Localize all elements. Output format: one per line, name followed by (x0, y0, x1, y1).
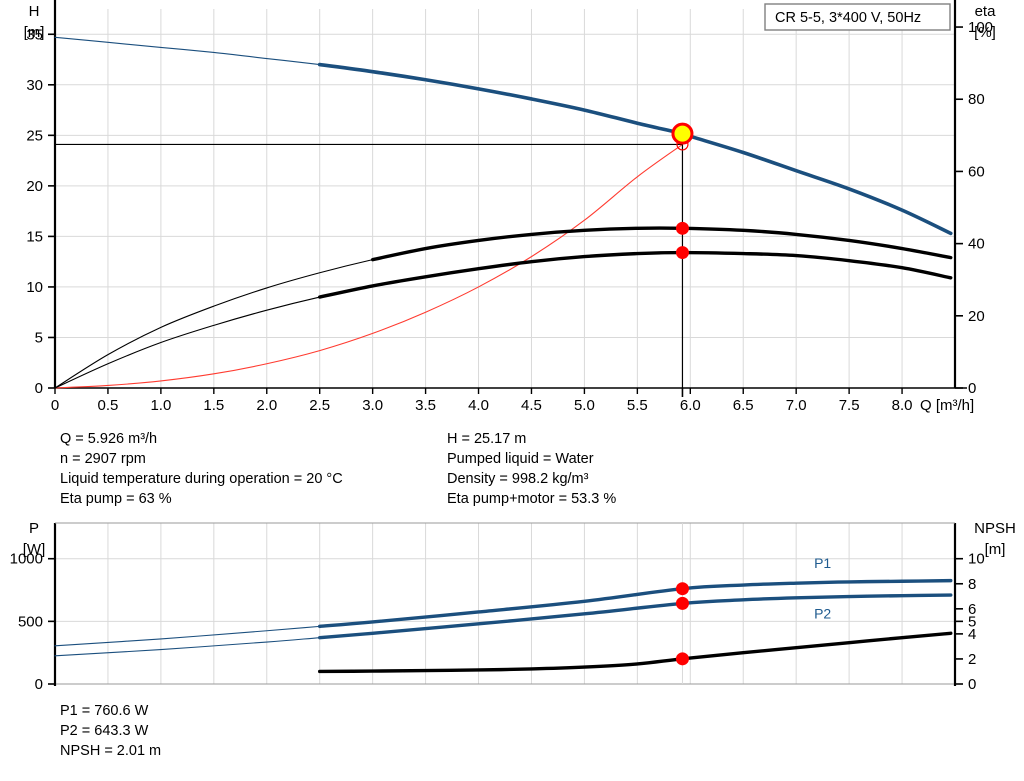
y-tick-label-left: 0 (35, 676, 43, 693)
y-tick-label-left: 0 (35, 380, 43, 397)
y-tick-label-left: 500 (18, 613, 43, 630)
info-left-line-1: Q = 5.926 m³/h (60, 431, 158, 447)
curve-thick-blue (317, 62, 953, 236)
info-bottom-line-3: NPSH = 2.01 m (60, 743, 162, 759)
x-tick-label: 8.0 (892, 397, 913, 414)
x-tick-label: 2.0 (256, 397, 277, 414)
duty-point-marker-npsh[interactable] (675, 652, 689, 666)
duty-point-info-left: Q = 5.926 m³/h n = 2907 rpm Liquid tempe… (60, 429, 343, 509)
x-tick-label: 4.0 (468, 397, 489, 414)
duty-point-marker-black-curve[interactable] (675, 221, 689, 235)
curve-thin-black (54, 252, 952, 389)
info-left-line-2: n = 2907 rpm (60, 451, 146, 467)
title-box-label: CR 5-5, 3*400 V, 50Hz (775, 10, 921, 26)
y-tick-label-right: 40 (968, 236, 985, 253)
lower-ticks: 0 500 1000 0 2 456 8 10 (10, 551, 985, 693)
y-tick-label-left: 15 (26, 228, 43, 245)
curve-label-p2: P2 (814, 606, 831, 622)
y-tick-label-right: 100 (968, 19, 993, 36)
y-axis-title-npsh: NPSH (974, 520, 1016, 537)
y-tick-label-left: 25 (26, 127, 43, 144)
y-tick-label-right: 60 (968, 163, 985, 180)
x-tick-label: 0.5 (98, 397, 119, 414)
x-tick-label: 7.5 (839, 397, 860, 414)
x-axis-title-q: Q [m³/h] (920, 397, 974, 414)
y-axis-unit-npsh: [m] (985, 541, 1006, 558)
y-tick-label-right: 6 (968, 601, 976, 618)
curve-thick-p2 (318, 593, 953, 640)
y-axis-title-h: H (29, 3, 40, 20)
title-box-frame (764, 3, 951, 31)
x-tick-label: 6.5 (733, 397, 754, 414)
y-tick-label-left: 35 (26, 26, 43, 43)
y-tick-label-right: 4 (968, 626, 976, 643)
info-right-line-2: Pumped liquid = Water (447, 451, 594, 467)
info-right-line-1: H = 25.17 m (447, 431, 527, 447)
y-tick-label-left: 1000 (10, 551, 43, 568)
y-tick-label-left: 20 (26, 178, 43, 195)
title-box: CR 5-5, 3*400 V, 50Hz (764, 3, 951, 31)
upper-curves (54, 36, 953, 389)
duty-point-marker-p1[interactable] (675, 582, 689, 596)
x-tick-label: 2.5 (309, 397, 330, 414)
curve-label-p1: P1 (814, 555, 831, 571)
upper-chart-group: 0 0.5 1.0 1.5 2.0 2.5 3.0 3.5 4.0 4.5 5.0 5.5 6.0 6.5… (24, 0, 997, 414)
y-tick-label-left: 30 (26, 77, 43, 94)
curve-thick-black (370, 226, 953, 262)
upper-grid (55, 9, 955, 388)
info-bottom-line-2: P2 = 643.3 W (60, 723, 149, 739)
power-npsh-info: P1 = 760.6 W P2 = 643.3 W NPSH = 2.01 m (60, 701, 161, 761)
eta-curve-red (54, 143, 684, 389)
lower-duty-markers (675, 582, 689, 666)
x-tick-label: 3.5 (415, 397, 436, 414)
y-tick-label-left: 5 (35, 329, 43, 346)
x-tick-label: 3.0 (362, 397, 383, 414)
duty-point-marker-head[interactable] (671, 122, 694, 145)
x-tick-label: 5.0 (574, 397, 595, 414)
lower-grid (55, 523, 955, 685)
y-tick-label-right: 8 (968, 576, 976, 593)
y-tick-label-right: 5 (968, 613, 976, 630)
lower-chart-group: 0 500 1000 0 2 456 8 10 P [W] NPSH [m] P1 P2 (10, 520, 1016, 693)
curve-thick-p1 (318, 578, 953, 629)
y-axis-title-p: P (29, 520, 39, 537)
y-tick-label-right: 10 (968, 551, 985, 568)
duty-point-marker-black-curve[interactable] (675, 246, 689, 260)
y-tick-label-right: 0 (968, 380, 976, 397)
y-tick-label-right: 20 (968, 308, 985, 325)
y-axis-unit-p: [W] (23, 541, 46, 558)
curve-thin-black (54, 227, 952, 389)
power-npsh-chart: 0 500 1000 0 2 456 8 10 P [W] NPSH [m] P1 P2 (10, 520, 1016, 693)
y-tick-label-left: 10 (26, 279, 43, 296)
x-tick-label: 5.5 (627, 397, 648, 414)
info-left-line-4: Eta pump = 63 % (60, 491, 172, 507)
x-tick-label: 4.5 (521, 397, 542, 414)
info-left-line-3: Liquid temperature during operation = 20… (60, 471, 343, 487)
y-tick-label-right: 2 (968, 651, 976, 668)
head-efficiency-chart: 0 0.5 1.0 1.5 2.0 2.5 3.0 3.5 4.0 4.5 5.0 5.5 6.0 6.5… (24, 0, 997, 414)
y-tick-label-right: 0 (968, 676, 976, 693)
x-tick-label: 6.0 (680, 397, 701, 414)
x-tick-label: 1.5 (203, 397, 224, 414)
curve-thick-npsh (318, 631, 953, 674)
info-right-line-4: Eta pump+motor = 53.3 % (447, 491, 617, 507)
y-axis-title-eta: eta (975, 3, 997, 20)
x-tick-label: 1.0 (150, 397, 171, 414)
y-axis-unit-eta: [%] (974, 24, 996, 41)
duty-point-guides (55, 143, 684, 397)
lower-curves (54, 578, 953, 674)
x-tick-label: 0 (51, 397, 59, 414)
duty-point-info-right: H = 25.17 m Pumped liquid = Water Densit… (447, 429, 616, 509)
x-tick-label: 7.0 (786, 397, 807, 414)
duty-point-marker-p2[interactable] (675, 596, 689, 610)
curve-thick-black (318, 250, 953, 299)
info-right-line-3: Density = 998.2 kg/m³ (447, 471, 589, 487)
upper-ticks: 0 0.5 1.0 1.5 2.0 2.5 3.0 3.5 4.0 4.5 5.0 5.5 6.0 6.5… (26, 19, 993, 414)
y-axis-unit-h: [m] (24, 24, 45, 41)
info-bottom-line-1: P1 = 760.6 W (60, 703, 149, 719)
duty-point-markers (671, 122, 694, 260)
y-tick-label-right: 80 (968, 91, 985, 108)
